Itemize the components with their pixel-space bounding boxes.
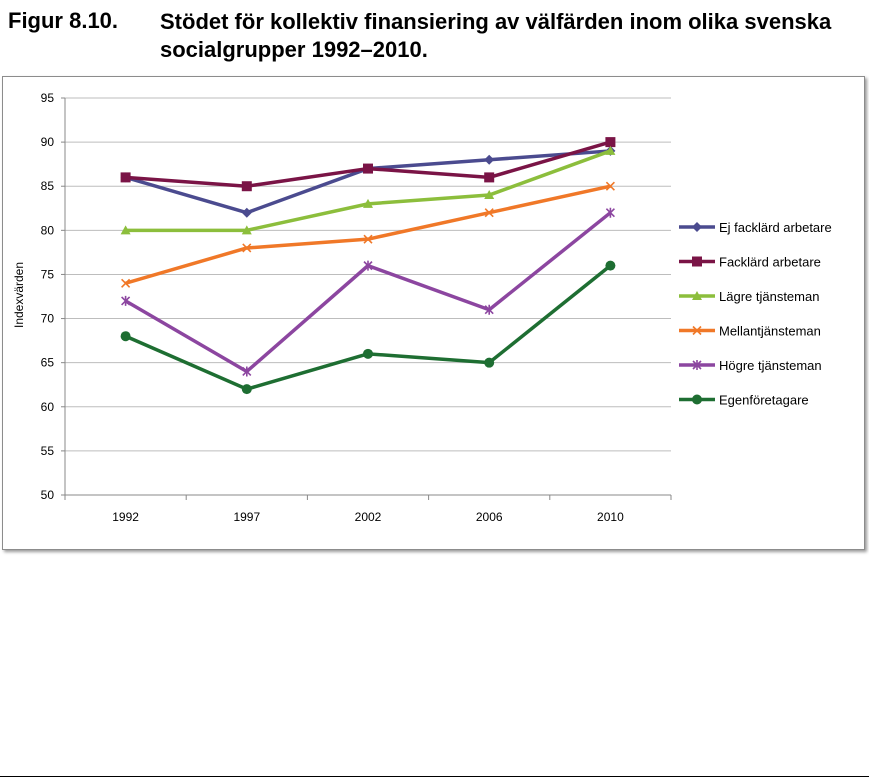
- data-point: [605, 137, 616, 148]
- legend-item: Högre tjänsteman: [679, 358, 822, 373]
- y-tick-label: 50: [41, 488, 55, 502]
- legend-item: Facklärd arbetare: [679, 255, 821, 270]
- legend-marker: [692, 256, 702, 267]
- series-lines: [120, 137, 616, 395]
- legend-marker: [692, 291, 702, 300]
- data-point: [121, 295, 131, 306]
- data-point: [484, 208, 494, 218]
- legend-label: Mellantjänsteman: [719, 324, 821, 339]
- data-point: [605, 260, 616, 271]
- figure-label: Figur 8.10.: [8, 8, 119, 33]
- data-point: [242, 366, 252, 377]
- data-point: [363, 163, 373, 174]
- data-point: [241, 181, 252, 192]
- series-mellantjänsteman: [121, 181, 615, 288]
- y-tick-label: 70: [41, 312, 55, 326]
- legend-marker: [692, 360, 702, 370]
- y-axis-label: Indexvärden: [12, 262, 26, 328]
- y-tick-label: 90: [41, 135, 55, 149]
- legend-item: Lägre tjänsteman: [679, 289, 819, 304]
- data-point: [242, 243, 252, 253]
- legend-label: Högre tjänsteman: [719, 358, 822, 373]
- axes: 50 55 60 65 70 75 80 85 90 95 1992 1997 2002 2006 2010: [41, 91, 672, 524]
- data-point: [241, 384, 252, 395]
- legend: Ej facklärd arbetare Facklärd arbetare Läg…: [679, 220, 832, 408]
- data-point: [605, 207, 615, 218]
- y-tick-label: 55: [41, 444, 55, 458]
- legend-marker: [692, 222, 702, 232]
- legend-label: Facklärd arbetare: [719, 255, 821, 270]
- x-tick-label: 2010: [597, 510, 624, 524]
- legend-item: Egenföretagare: [679, 393, 809, 408]
- data-point: [363, 234, 373, 244]
- y-tick-label: 60: [41, 400, 55, 414]
- data-point: [484, 154, 495, 165]
- legend-label: Egenföretagare: [719, 393, 809, 408]
- data-point: [120, 172, 131, 183]
- series-högre-tjänsteman: [121, 207, 615, 377]
- series-lägre-tjänsteman: [120, 145, 616, 235]
- legend-label: Ej facklärd arbetare: [719, 220, 832, 235]
- data-point: [484, 357, 495, 368]
- series-line: [124, 264, 612, 391]
- figure-title: Stödet för kollektiv finansiering av väl…: [160, 9, 832, 62]
- y-tick-label: 95: [41, 91, 55, 105]
- data-point: [605, 145, 616, 155]
- chart-frame: 50 55 60 65 70 75 80 85 90 95 1992 1997 2002 2006 2010…: [2, 76, 865, 550]
- legend-label: Lägre tjänsteman: [719, 289, 819, 304]
- y-tick-label: 85: [41, 179, 55, 193]
- data-point: [363, 260, 373, 271]
- x-tick-label: 1992: [112, 510, 139, 524]
- series-line: [124, 211, 612, 374]
- y-tick-label: 80: [41, 223, 55, 237]
- data-point: [484, 172, 495, 183]
- data-point: [121, 278, 131, 288]
- data-point: [241, 225, 252, 235]
- legend-marker: [692, 325, 702, 336]
- data-point: [484, 304, 494, 315]
- series-egenföretagare: [120, 260, 616, 395]
- data-point: [363, 198, 373, 208]
- y-tick-label: 75: [41, 267, 55, 281]
- legend-item: Mellantjänsteman: [679, 324, 821, 339]
- data-point: [120, 225, 131, 235]
- series-facklärd-arbetare: [120, 137, 616, 192]
- data-point: [484, 190, 495, 200]
- legend-marker: [692, 394, 702, 405]
- data-point: [363, 348, 373, 359]
- y-tick-label: 65: [41, 356, 55, 370]
- line-chart: 50 55 60 65 70 75 80 85 90 95 1992 1997 2002 2006 2010…: [12, 91, 832, 524]
- x-tick-label: 2006: [476, 510, 503, 524]
- legend-item: Ej facklärd arbetare: [679, 220, 832, 235]
- data-point: [120, 331, 131, 342]
- x-tick-label: 1997: [233, 510, 260, 524]
- bottom-rule: [0, 776, 869, 777]
- data-point: [241, 207, 252, 218]
- data-point: [605, 181, 615, 191]
- x-tick-label: 2002: [355, 510, 382, 524]
